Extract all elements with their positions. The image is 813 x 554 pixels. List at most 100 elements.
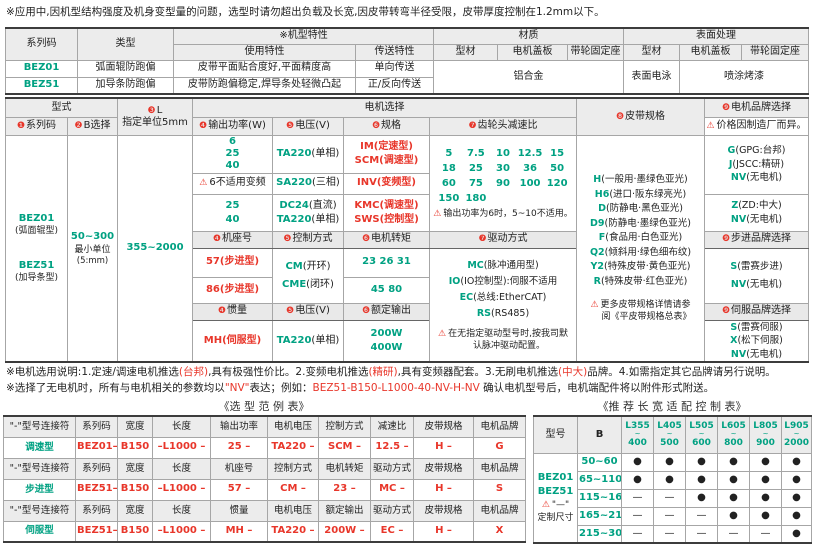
size-compatibility-table: 型号 B L355 ~400 L405 ~500 L505 ~600 L605 ~800…	[533, 415, 812, 544]
convey-bez01: 单向传送	[354, 59, 435, 78]
warning-icon: ⚠	[433, 209, 442, 220]
mark-cell: ●	[749, 452, 782, 472]
col-header: 长度	[152, 499, 211, 522]
circled-6-icon: ❻	[371, 120, 381, 131]
example-value: EC –	[370, 520, 414, 543]
col-header: 电机电压	[267, 415, 319, 438]
col-header: 宽度	[117, 415, 153, 438]
brand-group-servo: S(雷赛伺服) X(松下伺服) NV(无电机)	[704, 319, 809, 363]
example-value: G	[473, 436, 526, 459]
warning-icon: ⚠	[590, 300, 599, 311]
drive-mode-header: ❼驱动方式	[429, 230, 577, 249]
no-motor-note: ※选择了无电机时，所有与电机相关的参数均以"NV"表达；例如：BEZ51-B15…	[6, 382, 715, 394]
belt-spec-cell: H(一般用·墨绿色亚光) H6(进口·阪东绿亮光) D(防静电·黑色亚光) D9…	[576, 134, 705, 363]
example-value: B150	[117, 478, 153, 501]
use-feature-bez01: 皮带平面贴合度好,平面精度高	[173, 59, 356, 78]
mark-cell: ●	[749, 506, 782, 526]
mark-cell: —	[685, 506, 718, 526]
l-col-header: L355 ~400	[621, 415, 654, 454]
circled-5-icon: ❺	[286, 306, 295, 317]
torque-header: ❻电机转矩	[343, 230, 430, 249]
col-header: 电机转矩	[318, 457, 371, 480]
drive-note: ⚠ 在无指定驱动型号时,按我司默 认脉冲驱动配置。	[438, 328, 568, 351]
example-value: 23 –	[318, 478, 371, 501]
mark-cell: —	[653, 506, 686, 526]
col-header: 驱动方式	[370, 499, 414, 522]
col-header: 减速比	[370, 415, 414, 438]
mark-cell: ●	[685, 452, 718, 472]
type-header: 类型	[77, 27, 174, 61]
col-header: 电机品牌	[473, 415, 526, 438]
mark-cell: ●	[621, 452, 654, 472]
spec-col-header: ❻规格	[343, 116, 430, 136]
mark-cell: ●	[781, 524, 812, 544]
servo-voltage-header: ❺电压(V)	[272, 302, 344, 321]
circled-5-icon: ❺	[283, 234, 292, 245]
mark-cell: —	[653, 524, 686, 544]
application-note: ※应用中,因机型结构强度及机身变型量的问题，选型时请勿超出负载及长宽,因皮带转弯…	[6, 6, 605, 18]
drive-mode-cell: MC(脉冲通用型) IO(IO控制型):伺服不适用 EC(总线:EtherCAT…	[429, 247, 577, 363]
warning-icon: ⚠	[199, 178, 208, 189]
ratio-col-header: ❼齿轮头减速比	[429, 116, 577, 136]
inertia-mh-cell: MH(伺服型)	[192, 319, 273, 363]
b-range: 65~110	[577, 470, 622, 490]
example-value: B150	[117, 520, 153, 543]
col-header: 电机品牌	[473, 457, 526, 480]
brand-header: ❾电机品牌选择	[704, 97, 809, 118]
control-mode-cell: CM(开环) CME(闭环)	[272, 247, 344, 304]
surface-coat-value: 喷涂烤漆	[679, 59, 810, 95]
example-value: –L1000 –	[152, 478, 211, 501]
mark-cell: —	[749, 524, 782, 544]
mark-cell: ●	[685, 488, 718, 508]
mark-cell: ●	[781, 470, 812, 490]
rated-output-cell: 200W 400W	[343, 319, 430, 363]
power-values-cell: 6 25 40	[192, 134, 273, 174]
b-col-header: ❷B选择	[67, 116, 118, 136]
example-table: "-"型号连接符 系列码 宽度 长度 输出功率 电机电压 控制方式 减速比 皮带…	[3, 415, 526, 543]
frame-57-cell: 57(步进型)	[192, 247, 273, 278]
circled-5-icon: ❺	[286, 120, 295, 131]
length-header: ❸L 指定单位5mm	[117, 97, 193, 136]
mark-cell: ●	[749, 470, 782, 490]
example-value: H –	[413, 436, 474, 459]
mark-cell: ●	[717, 452, 750, 472]
l-range-cell: 355~2000	[117, 134, 193, 363]
col-header: 惯量	[210, 499, 268, 522]
connector-label: "-"型号连接符	[3, 457, 76, 480]
col-header: 系列码	[75, 457, 118, 480]
b-range: 215~300	[577, 524, 622, 544]
control-mode-header: ❺控制方式	[272, 230, 344, 249]
model-header: 型号	[533, 415, 578, 454]
mark-cell: —	[685, 524, 718, 544]
frame-size-header: ❹机座号	[192, 230, 273, 249]
circled-9-icon: ❾	[721, 306, 731, 317]
b-range-cell: 50~300 最小单位 (5:mm)	[67, 134, 118, 363]
material-profile-header: 型材	[433, 43, 499, 61]
circled-3-icon: ❸	[147, 105, 156, 116]
mark-cell: ●	[717, 488, 750, 508]
example-value: BEZ51–	[75, 478, 118, 501]
col-header: 系列码	[75, 415, 118, 438]
l-col-header: L905 ~2000	[781, 415, 812, 454]
col-header: 电机电压	[267, 499, 319, 522]
mark-cell: ●	[749, 488, 782, 508]
example-value: –L1000 –	[152, 436, 211, 459]
example-value: 57 –	[210, 478, 268, 501]
use-feature-bez51: 皮带防跑偏稳定,焊导条处轻微凸起	[173, 76, 356, 95]
example-value: TA220 –	[267, 436, 319, 459]
col-header: 电机品牌	[473, 499, 526, 522]
material-cover-header: 电机盖板	[497, 43, 569, 61]
mark-cell: —	[653, 488, 686, 508]
example-value: BEZ01–	[75, 436, 118, 459]
b-range: 115~160	[577, 488, 622, 508]
example-value: SCM –	[318, 436, 371, 459]
gear-ratio-grid: 5 7.5 10 12.5 15 18 25 30 36 50 60 75 90 100 120 150…	[438, 147, 568, 205]
power-note-cell: ⚠ 6不适用变频	[192, 172, 273, 195]
row-label-servo: 伺服型	[3, 520, 76, 543]
gear-ratio-cell: 5 7.5 10 12.5 15 18 25 30 36 50 60 75 90 100 120 150…	[429, 134, 577, 232]
circled-7-icon: ❼	[478, 234, 487, 245]
circled-4-icon: ❹	[217, 306, 227, 317]
col-header: 长度	[152, 457, 211, 480]
example-table-title: 《选 型 范 例 表》	[218, 400, 310, 413]
